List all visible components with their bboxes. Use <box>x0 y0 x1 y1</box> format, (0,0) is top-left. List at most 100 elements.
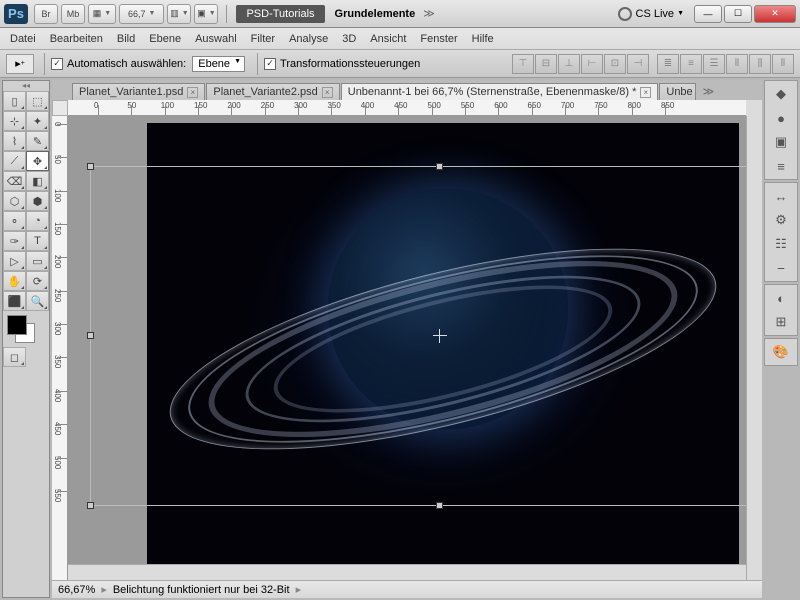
toolbox-collapse-icon[interactable]: ◂◂ <box>3 81 49 91</box>
align-bottom-icon[interactable]: ⊥ <box>558 54 580 74</box>
tool-0[interactable]: ▯ <box>3 91 26 111</box>
handle-tc[interactable] <box>436 163 443 170</box>
tool-19[interactable]: ⟳ <box>26 271 49 291</box>
tab-unbenannt-1[interactable]: Unbenannt-1 bei 66,7% (Sternenstraße, Eb… <box>341 83 659 100</box>
dist-hcenter-icon[interactable]: ⫼ <box>749 54 771 74</box>
tool-3[interactable]: ✦ <box>26 111 49 131</box>
dist-bottom-icon[interactable]: ☰ <box>703 54 725 74</box>
tool-17[interactable]: ▭ <box>26 251 49 271</box>
dock-icon-3-0[interactable]: 🎨 <box>771 343 791 361</box>
dock-icon-0-2[interactable]: ▣ <box>771 133 791 151</box>
close-tab-icon[interactable]: × <box>187 87 198 98</box>
dock-icon-1-2[interactable]: ☷ <box>771 235 791 253</box>
tool-9[interactable]: ◧ <box>26 171 49 191</box>
fg-color-swatch[interactable] <box>7 315 27 335</box>
workspace-more-icon[interactable]: ≫ <box>423 7 435 20</box>
menu-datei[interactable]: Datei <box>10 33 36 45</box>
zoom-level[interactable]: 66,7 <box>119 4 164 24</box>
tool-6[interactable]: ⟋ <box>3 151 26 171</box>
minimize-button[interactable]: — <box>694 5 722 23</box>
tab-truncated[interactable]: Unbe <box>659 83 695 100</box>
align-left-icon[interactable]: ⊢ <box>581 54 603 74</box>
canvas-area[interactable] <box>68 116 746 564</box>
tab-planet-variante1[interactable]: Planet_Variante1.psd× <box>72 83 205 100</box>
dist-right-icon[interactable]: ⦀ <box>772 54 794 74</box>
menu-3d[interactable]: 3D <box>342 33 356 45</box>
tool-2[interactable]: ⊹ <box>3 111 26 131</box>
close-button[interactable]: ✕ <box>754 5 796 23</box>
tool-8[interactable]: ⌫ <box>3 171 26 191</box>
current-tool-icon[interactable]: ▸+ <box>6 54 34 74</box>
tool-16[interactable]: ▷ <box>3 251 26 271</box>
menu-ansicht[interactable]: Ansicht <box>370 33 406 45</box>
status-zoom[interactable]: 66,67% <box>58 584 95 596</box>
dock-icon-2-0[interactable]: ◐ <box>771 289 791 307</box>
cslive-button[interactable]: CS Live ▼ <box>618 7 684 21</box>
layout-button[interactable]: ▦ <box>88 4 116 24</box>
tool-5[interactable]: ✎ <box>26 131 49 151</box>
dock-icon-1-3[interactable]: ⎯ <box>771 259 791 277</box>
workspace-grundelemente[interactable]: Grundelemente <box>335 8 416 20</box>
handle-bl[interactable] <box>87 502 94 509</box>
align-top-icon[interactable]: ⊤ <box>512 54 534 74</box>
handle-ml[interactable] <box>87 332 94 339</box>
tool-21[interactable]: 🔍 <box>26 291 49 311</box>
tool-7[interactable]: ✥ <box>26 151 49 171</box>
align-hcenter-icon[interactable]: ⊡ <box>604 54 626 74</box>
handle-bc[interactable] <box>436 502 443 509</box>
dist-vcenter-icon[interactable]: ≡ <box>680 54 702 74</box>
scrollbar-horizontal[interactable] <box>68 564 746 580</box>
menu-auswahl[interactable]: Auswahl <box>195 33 237 45</box>
close-tab-icon[interactable]: × <box>640 87 651 98</box>
dist-left-icon[interactable]: ⫴ <box>726 54 748 74</box>
tool-10[interactable]: ⬡ <box>3 191 26 211</box>
maximize-button[interactable]: ☐ <box>724 5 752 23</box>
tool-13[interactable]: ◔ <box>26 211 49 231</box>
auto-select-type[interactable]: Ebene <box>192 56 245 72</box>
transform-controls-checkbox[interactable]: ✓ <box>264 58 276 70</box>
handle-tl[interactable] <box>87 163 94 170</box>
screen-mode-button[interactable]: ▣ <box>194 4 218 24</box>
transform-box[interactable] <box>90 166 746 506</box>
menu-filter[interactable]: Filter <box>251 33 275 45</box>
menu-fenster[interactable]: Fenster <box>420 33 457 45</box>
menu-hilfe[interactable]: Hilfe <box>472 33 494 45</box>
ruler-origin[interactable] <box>52 100 68 116</box>
bridge-button[interactable]: Br <box>34 4 58 24</box>
close-tab-icon[interactable]: × <box>322 87 333 98</box>
tool-14[interactable]: ✑ <box>3 231 26 251</box>
scrollbar-vertical[interactable] <box>746 116 762 580</box>
ps-logo[interactable]: Ps <box>4 4 28 24</box>
tool-12[interactable]: ⚬ <box>3 211 26 231</box>
menu-bild[interactable]: Bild <box>117 33 135 45</box>
arrange-button[interactable]: ▥ <box>167 4 191 24</box>
tool-1[interactable]: ⬚ <box>26 91 49 111</box>
align-right-icon[interactable]: ⊣ <box>627 54 649 74</box>
color-swatches[interactable] <box>3 311 49 347</box>
minibridge-button[interactable]: Mb <box>61 4 85 24</box>
ruler-vertical[interactable]: 050100150200250300350400450500550 <box>52 116 68 580</box>
tool-4[interactable]: ⌇ <box>3 131 26 151</box>
transform-center-icon[interactable] <box>433 329 447 343</box>
tool-18[interactable]: ✋ <box>3 271 26 291</box>
tool-11[interactable]: ⬢ <box>26 191 49 211</box>
ruler-horizontal[interactable]: 0501001502002503003504004505005506006507… <box>68 100 746 116</box>
dock-icon-1-1[interactable]: ⚙ <box>771 211 791 229</box>
tool-15[interactable]: T <box>26 231 49 251</box>
auto-select-checkbox[interactable]: ✓ <box>51 58 63 70</box>
dist-top-icon[interactable]: ≣ <box>657 54 679 74</box>
tool-20[interactable]: ⬛ <box>3 291 26 311</box>
tab-planet-variante2[interactable]: Planet_Variante2.psd× <box>206 83 339 100</box>
quickmask-button[interactable]: ◻ <box>3 347 26 367</box>
dock-icon-2-1[interactable]: ⊞ <box>771 313 791 331</box>
dock-icon-0-1[interactable]: ● <box>771 109 791 127</box>
menu-bearbeiten[interactable]: Bearbeiten <box>50 33 103 45</box>
tabs-overflow-icon[interactable]: ≫ <box>699 83 719 100</box>
dock-icon-0-3[interactable]: ≡ <box>771 157 791 175</box>
workspace-psd-tutorials[interactable]: PSD-Tutorials <box>236 5 324 23</box>
menu-analyse[interactable]: Analyse <box>289 33 328 45</box>
align-vcenter-icon[interactable]: ⊟ <box>535 54 557 74</box>
dock-icon-0-0[interactable]: ◆ <box>771 85 791 103</box>
dock-icon-1-0[interactable]: ↔ <box>771 187 791 205</box>
menu-ebene[interactable]: Ebene <box>149 33 181 45</box>
